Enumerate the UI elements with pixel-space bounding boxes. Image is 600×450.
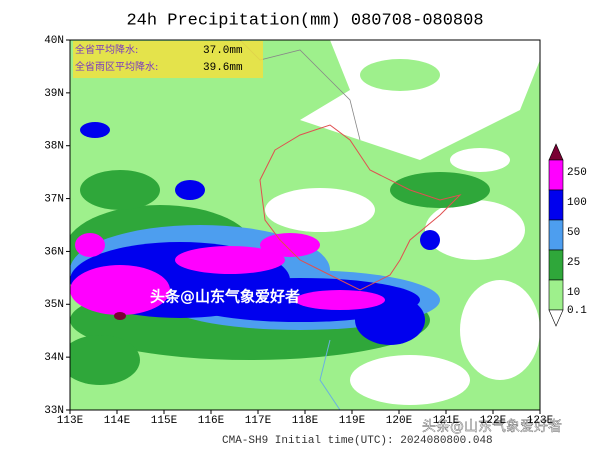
x-tick-label: 120E	[386, 415, 413, 427]
y-tick-label: 37N	[44, 193, 64, 205]
colorbar-segment	[548, 279, 564, 311]
precip-field	[70, 40, 540, 410]
x-tick-label: 122E	[480, 415, 507, 427]
y-tick-label: 34N	[44, 352, 64, 364]
x-tick-label: 113E	[57, 415, 84, 427]
y-tick-label: 38N	[44, 141, 64, 153]
colorbar: 250 100 50 25 10 0.1	[548, 143, 587, 327]
info-label: 全省雨区平均降水:	[75, 60, 158, 73]
colorbar-label: 10	[567, 287, 580, 299]
colorbar-label: 100	[567, 197, 587, 209]
x-tick-label: 123E	[527, 415, 554, 427]
x-tick-label: 117E	[245, 415, 272, 427]
colorbar-segment	[548, 189, 564, 221]
x-tick-label: 116E	[198, 415, 225, 427]
colorbar-segment	[548, 219, 564, 251]
y-tick-label: 40N	[44, 35, 64, 47]
x-tick-label: 114E	[104, 415, 131, 427]
watermark: 头条@山东气象爱好者	[150, 288, 300, 306]
colorbar-label: 25	[567, 257, 580, 269]
colorbar-bottom	[548, 309, 564, 327]
colorbar-top	[548, 143, 564, 161]
y-tick-label: 39N	[44, 88, 64, 100]
colorbar-label: 50	[567, 227, 580, 239]
title: 24h Precipitation(mm) 080708-080808	[126, 11, 483, 30]
x-tick-label: 118E	[292, 415, 319, 427]
x-tick-label: 119E	[339, 415, 366, 427]
colorbar-label: 0.1	[567, 305, 587, 317]
watermark: 头条@山东气象爱好者	[422, 418, 562, 435]
colorbar-segment	[548, 159, 564, 191]
info-box	[73, 41, 263, 78]
colorbar-segment	[548, 249, 564, 281]
x-tick-label: 121E	[433, 415, 460, 427]
info-label: 全省平均降水:	[75, 43, 138, 56]
footer: CMA-SH9 Initial time(UTC): 2024080800.04…	[222, 435, 493, 447]
info-value: 37.0mm	[203, 45, 243, 57]
y-tick-label: 36N	[44, 246, 64, 258]
y-tick-label: 35N	[44, 299, 64, 311]
y-tick-label: 33N	[44, 405, 64, 417]
colorbar-label: 250	[567, 167, 587, 179]
x-tick-label: 115E	[151, 415, 178, 427]
info-value: 39.6mm	[203, 62, 243, 74]
axis-ticks: 113E 114E 115E 116E 117E 118E 119E 120E 121E 122E…	[44, 35, 553, 427]
